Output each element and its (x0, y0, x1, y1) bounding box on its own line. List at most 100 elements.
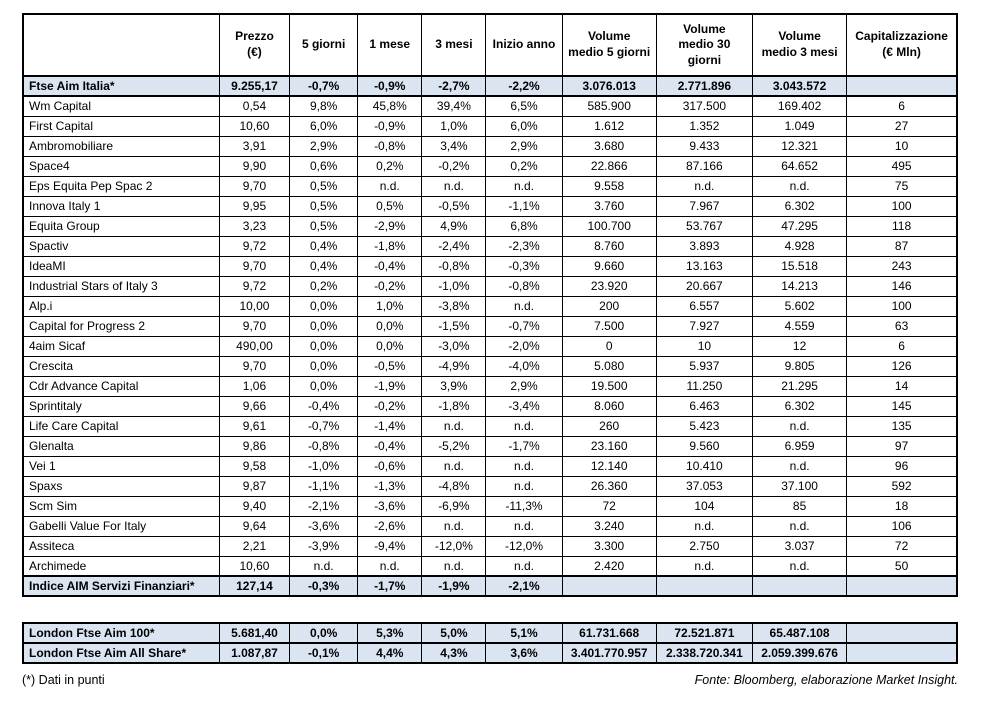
value-cell: -12,0% (421, 535, 487, 557)
value-cell: 10,60 (218, 555, 291, 577)
value-cell: 6.959 (751, 435, 848, 457)
table-row: Spactiv 9,72 0,4% -1,8% -2,4% -2,3% 8.760 3.893… (22, 235, 958, 257)
value-cell: -3,0% (421, 335, 487, 357)
value-cell: 75 (846, 175, 958, 197)
column-header: Volume medio 30 giorni (655, 13, 753, 77)
value-cell: n.d. (421, 415, 487, 437)
value-cell: 3.043.572 (751, 75, 848, 97)
table-row: Sprintitaly 9,66 -0,4% -0,2% -1,8% -3,4% 8.060… (22, 395, 958, 417)
value-cell: 1,0% (357, 295, 423, 317)
value-cell: 9,87 (218, 475, 291, 497)
row-name-cell: Industrial Stars of Italy 3 (22, 275, 220, 297)
value-cell: 5.602 (751, 295, 848, 317)
value-cell: 5,1% (485, 622, 563, 644)
row-name-cell: Vei 1 (22, 455, 220, 477)
value-cell: 5.681,40 (218, 622, 291, 644)
value-cell: 3.401.770.957 (561, 642, 657, 664)
value-cell: -2,1% (485, 575, 563, 597)
value-cell: n.d. (357, 175, 423, 197)
value-cell: -2,6% (357, 515, 423, 537)
table-row: Ftse Aim Italia* 9.255,17 -0,7% -0,9% -2,7% -… (22, 75, 958, 97)
value-cell: n.d. (421, 515, 487, 537)
row-name-cell: Capital for Progress 2 (22, 315, 220, 337)
value-cell: 4,4% (357, 642, 423, 664)
value-cell: 9.660 (561, 255, 657, 277)
value-cell: 4,3% (421, 642, 487, 664)
value-cell: 118 (846, 215, 958, 237)
value-cell: -0,6% (357, 455, 423, 477)
row-name-cell: Spaxs (22, 475, 220, 497)
row-name-cell: Cdr Advance Capital (22, 375, 220, 397)
value-cell: n.d. (655, 555, 753, 577)
value-cell: 11.250 (655, 375, 753, 397)
table-row: Eps Equita Pep Spac 2 9,70 0,5% n.d. n.d. n.d… (22, 175, 958, 197)
value-cell: -1,3% (357, 475, 423, 497)
value-cell: 63 (846, 315, 958, 337)
value-cell: 0,5% (289, 195, 359, 217)
value-cell: 1,06 (218, 375, 291, 397)
value-cell: 5,3% (357, 622, 423, 644)
value-cell: n.d. (751, 515, 848, 537)
value-cell (846, 75, 958, 97)
value-cell: 37.053 (655, 475, 753, 497)
value-cell: 127,14 (218, 575, 291, 597)
column-header: Volume medio 5 giorni (561, 13, 657, 77)
table-row: Alp.i 10,00 0,0% 1,0% -3,8% n.d. 200 6.557 5.602… (22, 295, 958, 317)
row-name-cell: Gabelli Value For Italy (22, 515, 220, 537)
value-cell: 6,0% (485, 115, 563, 137)
column-header: 3 mesi (421, 13, 487, 77)
value-cell: 9,86 (218, 435, 291, 457)
value-cell: -3,9% (289, 535, 359, 557)
value-cell: n.d. (655, 175, 753, 197)
value-cell: 4.928 (751, 235, 848, 257)
value-cell: 3.076.013 (561, 75, 657, 97)
value-cell: -3,6% (357, 495, 423, 517)
column-header: Capitalizzazione (€ Mln) (846, 13, 958, 77)
row-name-cell: Alp.i (22, 295, 220, 317)
value-cell: 3.300 (561, 535, 657, 557)
value-cell (561, 575, 657, 597)
value-cell: n.d. (485, 475, 563, 497)
value-cell: -0,5% (421, 195, 487, 217)
value-cell: 18 (846, 495, 958, 517)
value-cell: 9,95 (218, 195, 291, 217)
value-cell: 65.487.108 (751, 622, 848, 644)
value-cell (655, 575, 753, 597)
value-cell: 100.700 (561, 215, 657, 237)
value-cell: 7.967 (655, 195, 753, 217)
value-cell: -2,3% (485, 235, 563, 257)
value-cell: 4,9% (421, 215, 487, 237)
value-cell: 1,0% (421, 115, 487, 137)
value-cell: 9,58 (218, 455, 291, 477)
table-row: Innova Italy 1 9,95 0,5% 0,5% -0,5% -1,1% 3.76… (22, 195, 958, 217)
value-cell: -0,8% (289, 435, 359, 457)
value-cell: 100 (846, 295, 958, 317)
value-cell: 3,9% (421, 375, 487, 397)
value-cell (846, 622, 958, 644)
value-cell: 1.612 (561, 115, 657, 137)
value-cell: 145 (846, 395, 958, 417)
value-cell: 585.900 (561, 95, 657, 117)
value-cell: 5.080 (561, 355, 657, 377)
value-cell: 1.352 (655, 115, 753, 137)
value-cell: -11,3% (485, 495, 563, 517)
value-cell: n.d. (485, 455, 563, 477)
row-name-cell: Innova Italy 1 (22, 195, 220, 217)
value-cell: -1,4% (357, 415, 423, 437)
value-cell: 1.087,87 (218, 642, 291, 664)
value-cell: 9,8% (289, 95, 359, 117)
value-cell: 200 (561, 295, 657, 317)
row-name-cell: Space4 (22, 155, 220, 177)
value-cell: 20.667 (655, 275, 753, 297)
value-cell: 9,70 (218, 175, 291, 197)
value-cell: n.d. (357, 555, 423, 577)
row-name-cell: Assiteca (22, 535, 220, 557)
value-cell: 12 (751, 335, 848, 357)
row-name-cell: Spactiv (22, 235, 220, 257)
value-cell: -1,7% (357, 575, 423, 597)
value-cell: -0,8% (357, 135, 423, 157)
value-cell: 0,0% (289, 622, 359, 644)
value-cell: 3.893 (655, 235, 753, 257)
value-cell: 7.927 (655, 315, 753, 337)
value-cell: n.d. (421, 175, 487, 197)
